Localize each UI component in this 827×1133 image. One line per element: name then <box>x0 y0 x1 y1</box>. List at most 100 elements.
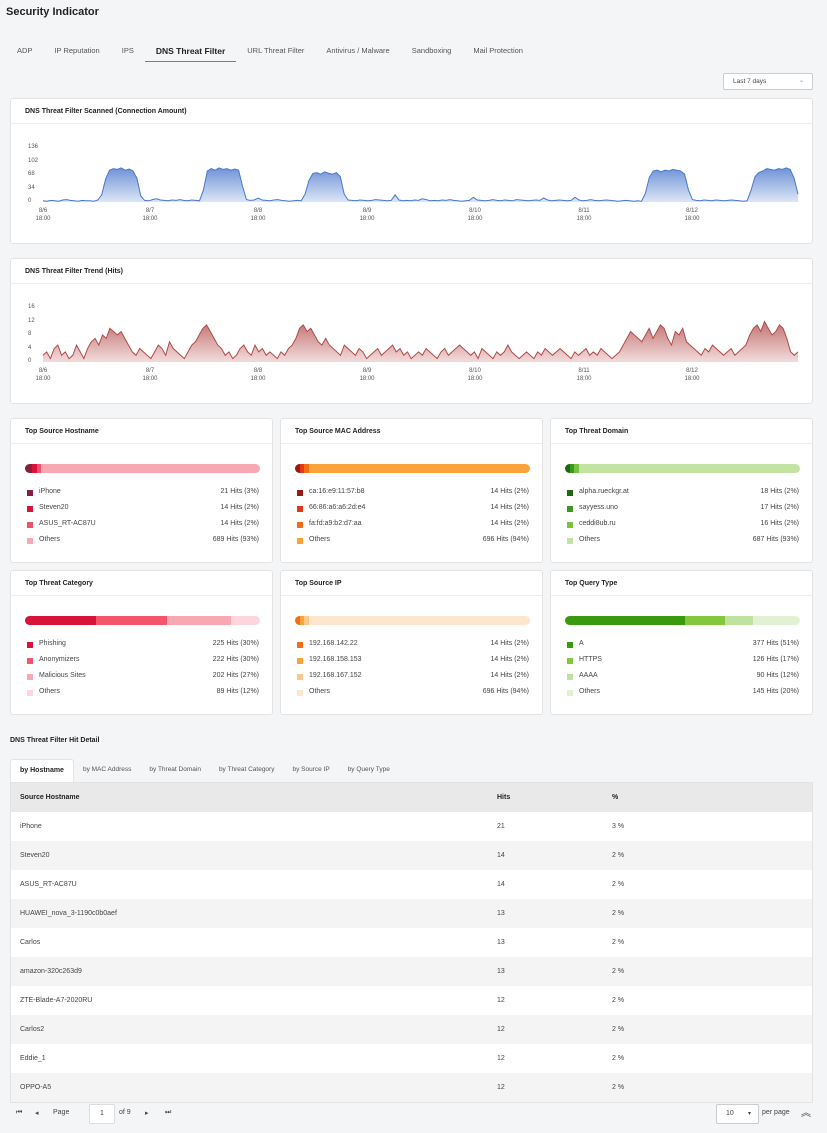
hits-cell: 12 <box>497 1055 505 1062</box>
bar-segment[interactable] <box>299 616 305 625</box>
bar-segment[interactable] <box>565 464 570 473</box>
bar-segment[interactable] <box>25 616 97 625</box>
bar-segment[interactable] <box>569 464 575 473</box>
top-source-hostname-title: Top Source Hostname <box>25 428 99 435</box>
x-tick-date: 8/8 <box>253 208 263 214</box>
hits-cell: 21 <box>497 823 505 830</box>
detail-tab-by-threat-domain[interactable]: by Threat Domain <box>149 766 201 773</box>
legend-item: Others 696 Hits (94%) <box>295 536 529 548</box>
indicator-tabs: ADP IP Reputation IPS DNS Threat Filter URL … <box>6 44 534 62</box>
tab-mail-protection[interactable]: Mail Protection <box>473 46 523 55</box>
x-tick-time: 18:00 <box>142 216 158 222</box>
x-tick-date: 8/6 <box>38 368 48 374</box>
legend-item: Others 696 Hits (94%) <box>295 688 529 700</box>
legend-value: 689 Hits (93%) <box>212 536 259 543</box>
column-header-hits[interactable]: Hits <box>497 794 511 801</box>
bar-segment[interactable] <box>752 616 800 625</box>
table-row[interactable]: HUAWEI_nova_3-1190c0b0aef 13 2 % <box>11 899 812 928</box>
top-query-type-title: Top Query Type <box>565 580 618 587</box>
first-page-icon[interactable]: ⏮ <box>16 1109 23 1116</box>
column-header-percent[interactable]: % <box>612 794 619 801</box>
bar-segment[interactable] <box>96 616 168 625</box>
bar-segment[interactable] <box>295 616 300 625</box>
bar-segment[interactable] <box>25 464 33 473</box>
legend-value: 18 Hits (2%) <box>760 488 799 495</box>
bar-segment[interactable] <box>167 616 232 625</box>
legend-item: ca:16:e9:11:57:b8 14 Hits (2%) <box>295 488 529 500</box>
trend-chart-card: DNS Threat Filter Trend (Hits) 16 12 8 4 0 8/… <box>10 258 813 404</box>
bar-segment[interactable] <box>32 464 37 473</box>
bar-segment[interactable] <box>309 616 530 625</box>
tab-dns-threat-filter[interactable]: DNS Threat Filter <box>144 44 237 62</box>
legend-value: 14 Hits (2%) <box>490 672 529 679</box>
detail-tab-by-source-ip[interactable]: by Source IP <box>292 766 330 773</box>
legend-swatch <box>567 538 573 544</box>
hostname-cell: ZTE-Blade-A7-2020RU <box>20 997 93 1004</box>
detail-tab-by-threat-category[interactable]: by Threat Category <box>218 766 275 773</box>
next-page-icon[interactable]: ▸ <box>145 1110 149 1117</box>
table-row[interactable]: Carlos 13 2 % <box>11 928 812 957</box>
table-row[interactable]: Carlos2 12 2 % <box>11 1015 812 1044</box>
bar-segment[interactable] <box>304 616 310 625</box>
last-page-icon[interactable]: ⏭ <box>165 1109 172 1116</box>
legend-swatch <box>27 490 33 496</box>
legend-swatch <box>567 490 573 496</box>
percent-cell: 3 % <box>612 823 625 830</box>
x-tick-date: 8/7 <box>145 368 155 374</box>
legend-item: ASUS_RT-AC87U 14 Hits (2%) <box>25 520 259 532</box>
legend-value: 687 Hits (93%) <box>752 536 799 543</box>
percent-cell: 2 % <box>612 852 625 859</box>
legend-name: ceddi8ub.ru <box>579 520 616 527</box>
tab-url-threat-filter[interactable]: URL Threat Filter <box>247 46 305 55</box>
legend-value: 145 Hits (20%) <box>752 688 799 695</box>
table-row[interactable]: ASUS_RT-AC87U 14 2 % <box>11 870 812 899</box>
legend-swatch <box>27 642 33 648</box>
hits-cell: 14 <box>497 852 505 859</box>
series-line <box>42 320 799 360</box>
y-tick-label: 136 <box>28 144 39 150</box>
per-page-select[interactable]: 10 ▾ <box>716 1104 759 1124</box>
legend-swatch <box>567 674 573 680</box>
tab-ip-reputation[interactable]: IP Reputation <box>54 46 100 55</box>
table-row[interactable]: iPhone 21 3 % <box>11 812 812 841</box>
bar-segment[interactable] <box>41 464 260 473</box>
legend-value: 21 Hits (3%) <box>220 488 259 495</box>
legend-value: 225 Hits (30%) <box>212 640 259 647</box>
bar-segment[interactable] <box>309 464 530 473</box>
area-chart-svg <box>42 320 799 362</box>
bar-segment[interactable] <box>36 464 42 473</box>
detail-tab-by-hostname[interactable]: by Hostname <box>10 759 74 782</box>
tab-adp[interactable]: ADP <box>17 46 33 55</box>
detail-tab-by-mac-address[interactable]: by MAC Address <box>82 766 132 773</box>
hits-cell: 12 <box>497 1084 505 1091</box>
detail-tab-by-query-type[interactable]: by Query Type <box>347 766 390 773</box>
bar-segment[interactable] <box>231 616 260 625</box>
tab-ips[interactable]: IPS <box>121 46 134 55</box>
hit-detail-tabs: by Hostname by MAC Address by Threat Domai… <box>10 759 399 782</box>
table-row[interactable]: OPPO-A5 12 2 % <box>11 1073 812 1102</box>
time-range-select[interactable]: Last 7 days ⌄ <box>723 73 813 90</box>
bar-segment[interactable] <box>299 464 305 473</box>
tab-antivirus-malware[interactable]: Antivirus / Malware <box>326 46 390 55</box>
bar-segment[interactable] <box>565 616 685 625</box>
tab-sandboxing[interactable]: Sandboxing <box>411 46 452 55</box>
bar-segment[interactable] <box>295 464 300 473</box>
bar-segment[interactable] <box>579 464 800 473</box>
percent-cell: 2 % <box>612 968 625 975</box>
y-tick-label: 4 <box>28 344 32 351</box>
scroll-top-icon[interactable]: ︽ <box>801 1108 811 1119</box>
x-tick-label: 8/10 18:00 <box>460 367 490 383</box>
table-row[interactable]: amazon-320c263d9 13 2 % <box>11 957 812 986</box>
page-number-input[interactable]: 1 <box>89 1104 115 1124</box>
column-header-hostname[interactable]: Source Hostname <box>20 794 80 801</box>
legend-value: 89 Hits (12%) <box>216 688 259 695</box>
prev-page-icon[interactable]: ◂ <box>35 1110 39 1117</box>
bar-segment[interactable] <box>684 616 725 625</box>
bar-segment[interactable] <box>304 464 310 473</box>
table-row[interactable]: ZTE-Blade-A7-2020RU 12 2 % <box>11 986 812 1015</box>
table-row[interactable]: Steven20 14 2 % <box>11 841 812 870</box>
bar-segment[interactable] <box>574 464 580 473</box>
table-row[interactable]: Eddie_1 12 2 % <box>11 1044 812 1073</box>
bar-segment[interactable] <box>724 616 753 625</box>
top-threat-category-stacked-bar <box>25 616 260 625</box>
